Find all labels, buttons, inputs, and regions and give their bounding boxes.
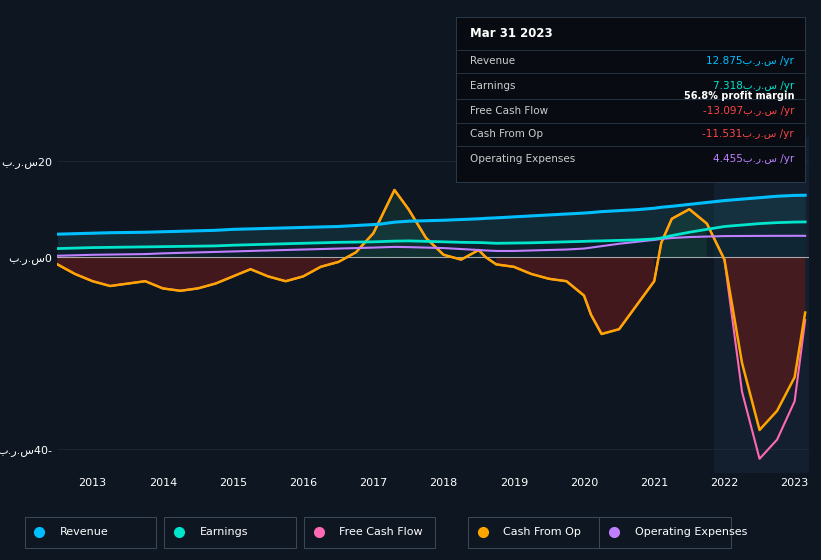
Text: Earnings: Earnings xyxy=(470,81,515,91)
Text: Operating Expenses: Operating Expenses xyxy=(470,154,575,164)
Text: 4.455ب.ر.س /yr: 4.455ب.ر.س /yr xyxy=(713,154,794,164)
Text: -13.097ب.ر.س /yr: -13.097ب.ر.س /yr xyxy=(703,106,794,116)
Text: 7.318ب.ر.س /yr: 7.318ب.ر.س /yr xyxy=(713,81,794,91)
Bar xyxy=(714,137,809,473)
Text: Cash From Op: Cash From Op xyxy=(470,129,543,139)
Text: Mar 31 2023: Mar 31 2023 xyxy=(470,27,553,40)
Text: Revenue: Revenue xyxy=(60,528,108,537)
Text: Free Cash Flow: Free Cash Flow xyxy=(339,528,423,537)
Text: 56.8% profit margin: 56.8% profit margin xyxy=(684,91,794,101)
Text: Cash From Op: Cash From Op xyxy=(503,528,581,537)
Text: Operating Expenses: Operating Expenses xyxy=(635,528,747,537)
Text: Revenue: Revenue xyxy=(470,57,515,67)
Text: 12.875ب.ر.س /yr: 12.875ب.ر.س /yr xyxy=(706,57,794,67)
Text: Earnings: Earnings xyxy=(200,528,248,537)
Text: Free Cash Flow: Free Cash Flow xyxy=(470,106,548,116)
Text: -11.531ب.ر.س /yr: -11.531ب.ر.س /yr xyxy=(703,129,794,139)
